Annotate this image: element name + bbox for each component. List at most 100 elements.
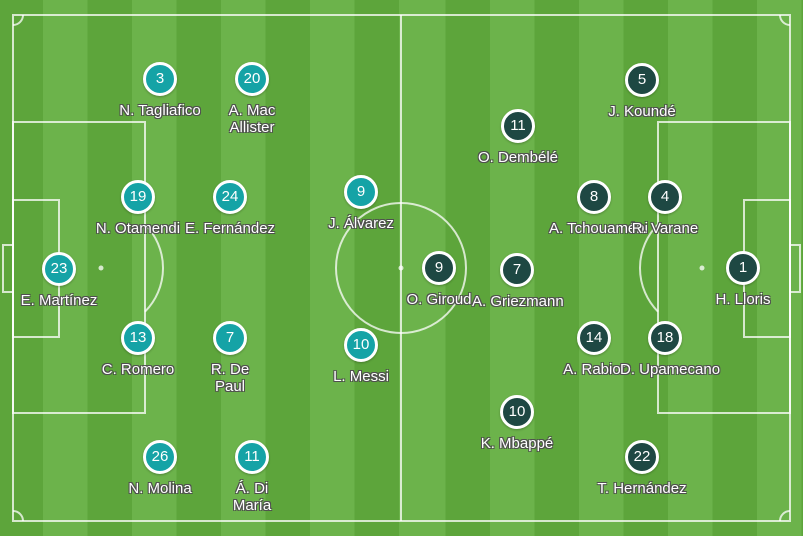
player-name-line: L. Messi: [333, 368, 389, 385]
player-marker[interactable]: 10 K. Mbappé: [472, 395, 562, 452]
player-name-line: Allister: [229, 119, 275, 136]
player-number-badge: 19: [121, 180, 155, 214]
goal-left: [2, 244, 14, 293]
player-number-badge: 11: [235, 440, 269, 474]
player-number-badge: 10: [500, 395, 534, 429]
player-number-badge: 9: [344, 175, 378, 209]
player-name-line: H. Lloris: [715, 291, 771, 308]
player-name-label: D. Upamecano: [620, 361, 721, 378]
player-marker[interactable]: 3 N. Tagliafico: [115, 62, 205, 119]
player-name-label: C. Romero: [93, 361, 183, 378]
player-marker[interactable]: 24 E. Fernández: [185, 180, 275, 237]
player-marker[interactable]: 9 O. Giroud: [394, 251, 484, 308]
player-name-line: A. Tchouaméni: [549, 220, 648, 237]
player-name-label: O. Giroud: [394, 291, 484, 308]
player-marker[interactable]: 11 Á. Di María: [207, 440, 297, 514]
player-name-line: C. Romero: [101, 361, 175, 378]
player-number-badge: 1: [726, 251, 760, 285]
player-marker[interactable]: 22 T. Hernández: [597, 440, 687, 497]
player-name-label: A. Tchouaméni: [549, 220, 648, 237]
player-number-badge: 3: [143, 62, 177, 96]
player-marker[interactable]: 26 N. Molina: [115, 440, 205, 497]
penalty-spot-left: [98, 265, 104, 271]
player-name-label: N. Tagliafico: [115, 102, 205, 119]
player-number-badge: 7: [500, 253, 534, 287]
player-marker[interactable]: 7 A. Griezmann: [472, 253, 564, 310]
player-name-label: H. Lloris: [698, 291, 788, 308]
penalty-spot-right: [699, 265, 705, 271]
player-name-line: K. Mbappé: [480, 435, 554, 452]
player-number-badge: 11: [501, 109, 535, 143]
player-name-label: R. Varane: [620, 220, 710, 237]
player-marker[interactable]: 1 H. Lloris: [698, 251, 788, 308]
player-number-badge: 9: [422, 251, 456, 285]
player-name-line: María: [232, 497, 272, 514]
player-name-line: J. Koundé: [608, 103, 676, 120]
player-number-badge: 5: [625, 63, 659, 97]
player-name-line: R. De: [210, 361, 250, 378]
player-name-label: A. Griezmann: [472, 293, 564, 310]
player-number-badge: 10: [344, 328, 378, 362]
player-name-label: N. Molina: [115, 480, 205, 497]
center-spot: [398, 265, 404, 271]
player-marker[interactable]: 4 R. Varane: [620, 180, 710, 237]
player-marker[interactable]: 11 O. Dembélé: [473, 109, 563, 166]
player-name-line: A. Griezmann: [472, 293, 564, 310]
player-number-badge: 18: [648, 321, 682, 355]
player-name-label: K. Mbappé: [472, 435, 562, 452]
player-name-line: E. Martínez: [20, 292, 98, 309]
player-name-line: A. Rabiot: [563, 361, 625, 378]
player-name-line: J. Álvarez: [328, 215, 394, 232]
player-number-badge: 20: [235, 62, 269, 96]
player-marker[interactable]: 19 N. Otamendi: [93, 180, 183, 237]
player-marker[interactable]: 5 J. Koundé: [597, 63, 687, 120]
player-number-badge: 14: [577, 321, 611, 355]
player-name-line: T. Hernández: [597, 480, 687, 497]
player-name-line: R. Varane: [631, 220, 699, 237]
player-name-label: J. Koundé: [597, 103, 687, 120]
player-marker[interactable]: 23 E. Martínez: [14, 252, 104, 309]
player-number-badge: 13: [121, 321, 155, 355]
player-name-label: L. Messi: [316, 368, 406, 385]
player-number-badge: 22: [625, 440, 659, 474]
player-marker[interactable]: 13 C. Romero: [93, 321, 183, 378]
player-name-label: J. Álvarez: [316, 215, 406, 232]
player-marker[interactable]: 10 L. Messi: [316, 328, 406, 385]
penalty-arc-right: [639, 223, 659, 313]
player-name-label: E. Fernández: [185, 220, 275, 237]
player-marker[interactable]: 20 A. Mac Allister: [207, 62, 297, 136]
player-name-line: A. Mac: [228, 102, 276, 119]
center-circle: [335, 202, 467, 334]
player-name-line: D. Upamecano: [620, 361, 721, 378]
player-name-label: O. Dembélé: [473, 149, 563, 166]
penalty-arc-left: [144, 223, 164, 313]
player-name-label: A. Mac Allister: [207, 102, 297, 136]
goal-right: [789, 244, 801, 293]
player-name-line: Á. Di: [235, 480, 269, 497]
player-name-line: N. Molina: [128, 480, 192, 497]
player-marker[interactable]: 9 J. Álvarez: [316, 175, 406, 232]
player-number-badge: 7: [213, 321, 247, 355]
player-number-badge: 23: [42, 252, 76, 286]
player-name-label: A. Rabiot: [549, 361, 639, 378]
player-marker[interactable]: 18 D. Upamecano: [620, 321, 721, 378]
player-marker[interactable]: 14 A. Rabiot: [549, 321, 639, 378]
player-name-line: E. Fernández: [185, 220, 276, 237]
player-name-label: R. De Paul: [185, 361, 275, 395]
player-name-label: T. Hernández: [597, 480, 687, 497]
player-name-line: Paul: [214, 378, 246, 395]
player-marker[interactable]: 8 A. Tchouaméni: [549, 180, 648, 237]
player-name-label: N. Otamendi: [93, 220, 183, 237]
player-name-line: O. Giroud: [406, 291, 472, 308]
player-name-line: N. Otamendi: [95, 220, 181, 237]
player-number-badge: 8: [577, 180, 611, 214]
player-marker[interactable]: 7 R. De Paul: [185, 321, 275, 395]
player-number-badge: 4: [648, 180, 682, 214]
player-number-badge: 26: [143, 440, 177, 474]
player-name-label: E. Martínez: [14, 292, 104, 309]
player-name-label: Á. Di María: [207, 480, 297, 514]
player-name-line: N. Tagliafico: [119, 102, 201, 119]
player-name-line: O. Dembélé: [477, 149, 559, 166]
